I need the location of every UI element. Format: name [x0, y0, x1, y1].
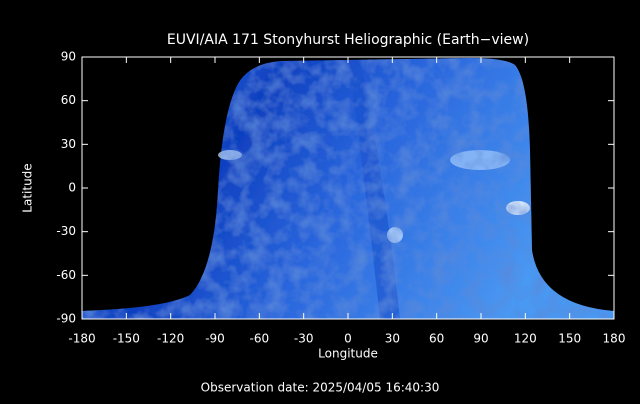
y-tick-label: -30	[56, 224, 76, 238]
x-tick-label: -90	[205, 332, 225, 346]
y-tick-label: 90	[61, 50, 76, 64]
y-tick-label: 60	[61, 93, 76, 107]
x-tick-label: 150	[558, 332, 581, 346]
x-tick-label: 180	[603, 332, 626, 346]
y-tick-label: 30	[61, 137, 76, 151]
y-axis-label: Latitude	[21, 163, 35, 212]
solar-map	[82, 58, 614, 319]
x-tick-label: 30	[385, 332, 400, 346]
x-tick-label: -120	[157, 332, 184, 346]
x-tick-label: 60	[429, 332, 444, 346]
x-tick-label: -30	[294, 332, 314, 346]
x-axis-label: Longitude	[318, 347, 378, 361]
y-tick-label: -90	[56, 312, 76, 326]
y-tick-label: -60	[56, 268, 76, 282]
x-tick-label: 0	[344, 332, 352, 346]
x-tick-label: -60	[250, 332, 270, 346]
x-tick-label: 120	[514, 332, 537, 346]
x-tick-label: 90	[473, 332, 488, 346]
y-tick-label: 0	[68, 181, 76, 195]
footnote: Observation date: 2025/04/05 16:40:30	[201, 381, 440, 395]
x-tick-label: -180	[68, 332, 95, 346]
chart-title: EUVI/AIA 171 Stonyhurst Heliographic (Ea…	[167, 32, 529, 48]
x-tick-label: -150	[113, 332, 140, 346]
